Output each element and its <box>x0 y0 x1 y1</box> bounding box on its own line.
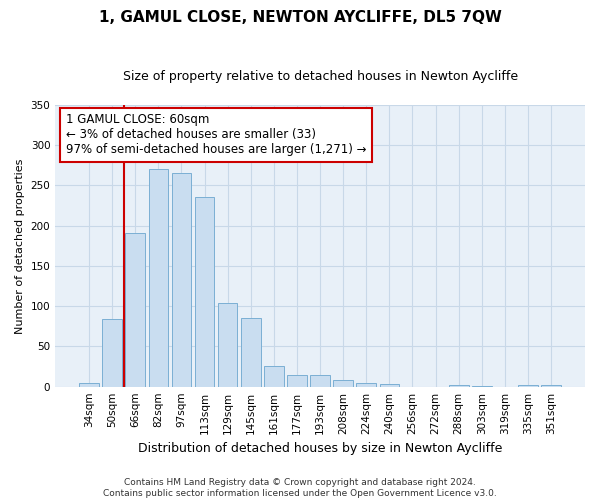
X-axis label: Distribution of detached houses by size in Newton Aycliffe: Distribution of detached houses by size … <box>138 442 502 455</box>
Y-axis label: Number of detached properties: Number of detached properties <box>15 158 25 334</box>
Bar <box>172 174 191 386</box>
Bar <box>103 319 122 386</box>
Bar <box>334 380 353 386</box>
Bar <box>518 385 538 386</box>
Bar <box>356 384 376 386</box>
Bar <box>287 374 307 386</box>
Text: 1, GAMUL CLOSE, NEWTON AYCLIFFE, DL5 7QW: 1, GAMUL CLOSE, NEWTON AYCLIFFE, DL5 7QW <box>98 10 502 25</box>
Bar <box>241 318 260 386</box>
Bar <box>310 376 330 386</box>
Bar <box>195 196 214 386</box>
Bar <box>79 382 99 386</box>
Bar <box>449 385 469 386</box>
Bar <box>218 303 238 386</box>
Bar <box>541 385 561 386</box>
Bar <box>264 366 284 386</box>
Bar <box>125 233 145 386</box>
Title: Size of property relative to detached houses in Newton Aycliffe: Size of property relative to detached ho… <box>122 70 518 83</box>
Text: Contains HM Land Registry data © Crown copyright and database right 2024.
Contai: Contains HM Land Registry data © Crown c… <box>103 478 497 498</box>
Bar <box>380 384 399 386</box>
Bar <box>149 168 168 386</box>
Text: 1 GAMUL CLOSE: 60sqm
← 3% of detached houses are smaller (33)
97% of semi-detach: 1 GAMUL CLOSE: 60sqm ← 3% of detached ho… <box>66 114 366 156</box>
